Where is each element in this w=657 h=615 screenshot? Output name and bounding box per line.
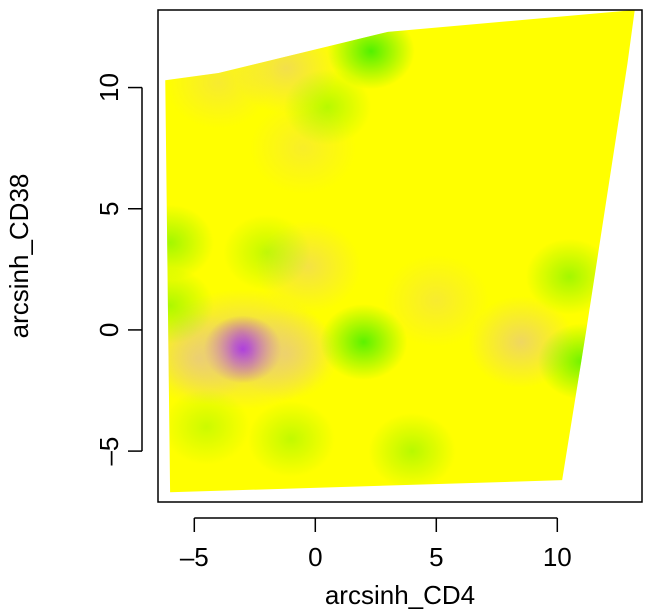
- heatmap-feature-green: [525, 238, 614, 315]
- x-tick-label: –5: [180, 542, 209, 572]
- heatmap-feature-green: [283, 68, 372, 145]
- heatmap-feature-green: [165, 204, 214, 281]
- heatmap-feature-tan: [165, 36, 272, 129]
- x-axis-title: arcsinh_CD4: [325, 580, 475, 610]
- y-axis-title: arcsinh_CD38: [4, 174, 34, 339]
- x-axis: –5 0 5 10: [180, 517, 572, 572]
- heatmap-feature-green: [368, 413, 456, 490]
- y-tick-label: –5: [94, 437, 124, 466]
- heatmap-feature-green: [165, 267, 214, 344]
- heatmap-surface: [165, 10, 635, 493]
- x-tick-label: 5: [429, 542, 443, 572]
- heatmap-feature-green: [320, 304, 408, 381]
- x-tick-label: 10: [543, 542, 572, 572]
- y-axis: –5 0 5 10: [94, 73, 143, 466]
- heatmap-feature-tan: [383, 254, 490, 347]
- y-tick-label: 10: [94, 73, 124, 102]
- heatmap-feature-green: [223, 214, 311, 291]
- heatmap-feature-tan: [233, 308, 340, 401]
- y-tick-label: 5: [94, 202, 124, 216]
- x-tick-label: 0: [308, 542, 322, 572]
- heatmap-feature-green: [247, 400, 335, 477]
- y-tick-label: 0: [94, 323, 124, 337]
- heatmap-feature-green: [165, 388, 251, 465]
- heatmap-feature-green: [537, 323, 626, 400]
- plot-frame: [157, 9, 643, 503]
